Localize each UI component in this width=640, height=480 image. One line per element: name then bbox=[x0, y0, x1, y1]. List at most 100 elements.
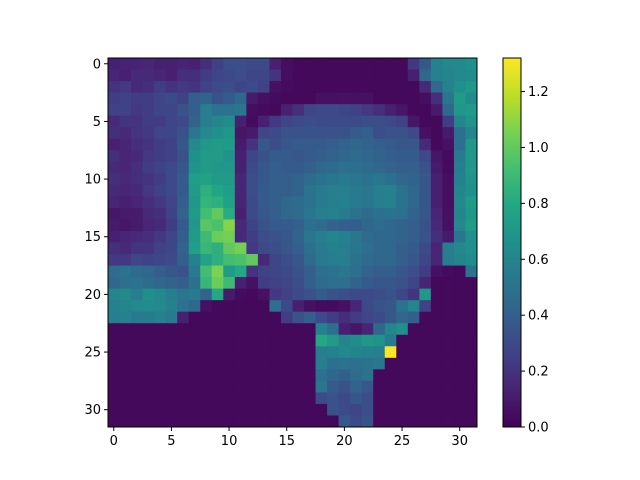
heatmap-cell bbox=[384, 288, 397, 301]
heatmap-cell bbox=[292, 265, 305, 278]
heatmap-cell bbox=[350, 138, 363, 151]
heatmap-cell bbox=[419, 415, 432, 428]
heatmap-cell bbox=[327, 58, 340, 71]
heatmap-cell bbox=[327, 346, 340, 359]
heatmap-cell bbox=[361, 334, 374, 347]
heatmap-cell bbox=[396, 196, 409, 209]
heatmap-cell bbox=[442, 277, 455, 290]
heatmap-cell bbox=[361, 69, 374, 82]
heatmap-cell bbox=[315, 369, 328, 382]
heatmap-cell bbox=[177, 415, 190, 428]
heatmap-cell bbox=[373, 58, 386, 71]
heatmap-cell bbox=[430, 277, 443, 290]
heatmap-cell bbox=[119, 288, 132, 301]
heatmap-cell bbox=[177, 219, 190, 232]
heatmap-cell bbox=[188, 58, 201, 71]
heatmap-cell bbox=[280, 150, 293, 163]
heatmap-cell bbox=[396, 265, 409, 278]
heatmap-cell bbox=[246, 196, 259, 209]
x-tick-label: 30 bbox=[451, 434, 468, 449]
heatmap-cell bbox=[361, 323, 374, 336]
heatmap-cell bbox=[350, 311, 363, 324]
heatmap-cell bbox=[338, 161, 351, 174]
heatmap-cell bbox=[131, 288, 144, 301]
heatmap-cell bbox=[419, 311, 432, 324]
heatmap-cell bbox=[338, 69, 351, 82]
heatmap-cell bbox=[177, 104, 190, 117]
heatmap-cell bbox=[165, 369, 178, 382]
heatmap-cell bbox=[269, 184, 282, 197]
heatmap-cell bbox=[338, 115, 351, 128]
heatmap-cell bbox=[292, 127, 305, 140]
heatmap-cell bbox=[292, 184, 305, 197]
heatmap-cell bbox=[327, 161, 340, 174]
heatmap-cell bbox=[269, 242, 282, 255]
heatmap-cell bbox=[131, 357, 144, 370]
heatmap-cell bbox=[200, 300, 213, 313]
heatmap-cell bbox=[269, 173, 282, 186]
heatmap-cell bbox=[430, 288, 443, 301]
heatmap-cell bbox=[131, 323, 144, 336]
heatmap-cell bbox=[246, 58, 259, 71]
heatmap-cell bbox=[165, 207, 178, 220]
heatmap-cell bbox=[188, 230, 201, 243]
heatmap-cell bbox=[361, 254, 374, 267]
heatmap-cell bbox=[442, 311, 455, 324]
heatmap-cell bbox=[234, 403, 247, 416]
heatmap-cell bbox=[142, 254, 155, 267]
heatmap-cell bbox=[234, 380, 247, 393]
heatmap-cell bbox=[211, 334, 224, 347]
heatmap-cell bbox=[430, 69, 443, 82]
heatmap-cell bbox=[131, 127, 144, 140]
heatmap-cell bbox=[177, 334, 190, 347]
heatmap-cell bbox=[257, 104, 270, 117]
heatmap-cell bbox=[304, 288, 317, 301]
heatmap-cell bbox=[200, 334, 213, 347]
heatmap-cell bbox=[465, 173, 478, 186]
heatmap-cell bbox=[292, 392, 305, 405]
heatmap-cell bbox=[304, 265, 317, 278]
heatmap-cell bbox=[177, 403, 190, 416]
heatmap-cell bbox=[257, 161, 270, 174]
heatmap-cell bbox=[315, 415, 328, 428]
heatmap-cell bbox=[327, 104, 340, 117]
heatmap-cell bbox=[234, 357, 247, 370]
heatmap-cell bbox=[327, 138, 340, 151]
heatmap-cell bbox=[142, 346, 155, 359]
heatmap-cell bbox=[338, 58, 351, 71]
heatmap-cell bbox=[419, 196, 432, 209]
heatmap-cell bbox=[177, 173, 190, 186]
heatmap-cell bbox=[165, 115, 178, 128]
heatmap-cell bbox=[131, 207, 144, 220]
heatmap-cell bbox=[442, 81, 455, 94]
heatmap-cell bbox=[304, 415, 317, 428]
heatmap-cell bbox=[257, 219, 270, 232]
heatmap-cell bbox=[373, 69, 386, 82]
heatmap-cell bbox=[407, 300, 420, 313]
heatmap-cell bbox=[430, 265, 443, 278]
heatmap-cell bbox=[292, 92, 305, 105]
heatmap-cell bbox=[188, 207, 201, 220]
heatmap-cell bbox=[292, 242, 305, 255]
heatmap-cell bbox=[246, 334, 259, 347]
heatmap-cell bbox=[108, 196, 121, 209]
heatmap-cell bbox=[211, 207, 224, 220]
heatmap-cell bbox=[396, 161, 409, 174]
heatmap-cell bbox=[384, 196, 397, 209]
heatmap-cell bbox=[154, 196, 167, 209]
heatmap-cell bbox=[280, 58, 293, 71]
heatmap-cell bbox=[108, 357, 121, 370]
heatmap-cell bbox=[361, 300, 374, 313]
colorbar-tick-label: 0.4 bbox=[528, 309, 549, 324]
heatmap-cell bbox=[211, 92, 224, 105]
heatmap-cell bbox=[430, 150, 443, 163]
heatmap-cell bbox=[165, 92, 178, 105]
heatmap-cell bbox=[119, 380, 132, 393]
heatmap-cell bbox=[430, 127, 443, 140]
heatmap-cell bbox=[442, 403, 455, 416]
heatmap-cell bbox=[234, 81, 247, 94]
heatmap-cell bbox=[154, 127, 167, 140]
heatmap-cell bbox=[119, 150, 132, 163]
heatmap-cell bbox=[327, 288, 340, 301]
heatmap-cell bbox=[280, 173, 293, 186]
